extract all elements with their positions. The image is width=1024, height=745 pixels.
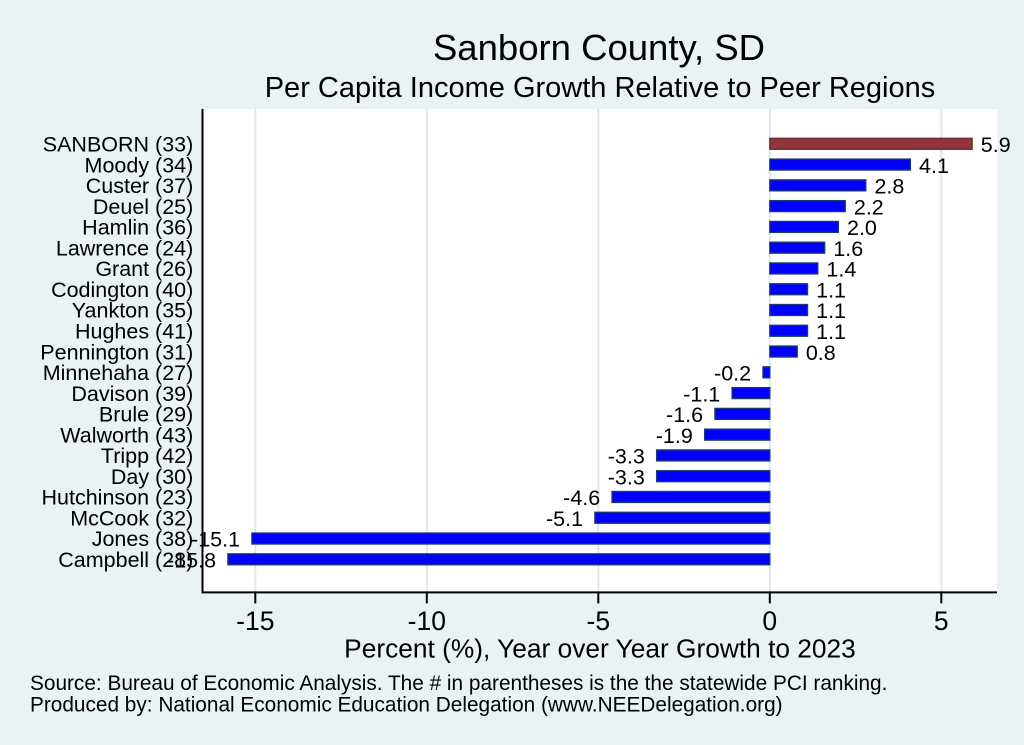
svg-text:-5.1: -5.1 xyxy=(546,507,583,531)
svg-text:Minnehaha (27): Minnehaha (27) xyxy=(43,361,194,385)
svg-text:-15.1: -15.1 xyxy=(191,528,240,552)
svg-text:1.1: 1.1 xyxy=(816,299,846,323)
svg-text:-1.9: -1.9 xyxy=(656,424,693,448)
svg-text:-1.6: -1.6 xyxy=(666,403,703,427)
svg-text:Lawrence (24): Lawrence (24) xyxy=(56,236,193,260)
svg-text:Campbell (28): Campbell (28) xyxy=(58,548,193,572)
svg-text:Day (30): Day (30) xyxy=(111,465,193,489)
svg-text:Per Capita Income Growth Relat: Per Capita Income Growth Relative to Pee… xyxy=(265,72,936,104)
svg-text:Hutchinson (23): Hutchinson (23) xyxy=(42,486,194,510)
svg-text:Yankton (35): Yankton (35) xyxy=(72,299,194,323)
svg-text:Produced by: National Economic: Produced by: National Economic Education… xyxy=(30,693,783,716)
svg-text:-5: -5 xyxy=(587,606,611,636)
svg-text:-0.2: -0.2 xyxy=(714,362,751,386)
svg-text:Tripp (42): Tripp (42) xyxy=(101,444,193,468)
svg-text:1.4: 1.4 xyxy=(826,258,856,282)
svg-text:5.9: 5.9 xyxy=(981,133,1011,157)
svg-text:Hughes (41): Hughes (41) xyxy=(75,319,193,343)
svg-text:-15.8: -15.8 xyxy=(167,549,216,573)
svg-text:0: 0 xyxy=(762,606,777,636)
svg-text:Brule (29): Brule (29) xyxy=(99,403,193,427)
svg-text:Codington (40): Codington (40) xyxy=(51,278,193,302)
svg-text:Davison (39): Davison (39) xyxy=(71,382,193,406)
svg-text:-15: -15 xyxy=(236,606,274,636)
svg-text:Grant (26): Grant (26) xyxy=(95,257,193,281)
svg-text:1.6: 1.6 xyxy=(833,237,863,261)
svg-text:2.2: 2.2 xyxy=(854,195,884,219)
svg-text:1.1: 1.1 xyxy=(816,320,846,344)
svg-text:4.1: 4.1 xyxy=(919,154,949,178)
svg-text:2.8: 2.8 xyxy=(874,175,904,199)
svg-text:-3.3: -3.3 xyxy=(608,445,645,469)
svg-text:Walworth (43): Walworth (43) xyxy=(60,423,193,447)
svg-text:Deuel (25): Deuel (25) xyxy=(93,195,193,219)
svg-text:1.1: 1.1 xyxy=(816,278,846,302)
svg-text:Sanborn County, SD: Sanborn County, SD xyxy=(433,27,765,68)
svg-text:Percent (%), Year over Year Gr: Percent (%), Year over Year Growth to 20… xyxy=(344,633,856,663)
svg-text:Source: Bureau of Economic Ana: Source: Bureau of Economic Analysis. The… xyxy=(30,672,887,695)
svg-text:-3.3: -3.3 xyxy=(608,465,645,489)
svg-text:-4.6: -4.6 xyxy=(563,486,600,510)
svg-text:Pennington (31): Pennington (31) xyxy=(40,340,193,364)
svg-text:-10: -10 xyxy=(408,606,446,636)
svg-text:Hamlin (36): Hamlin (36) xyxy=(82,216,193,240)
svg-text:McCook (32): McCook (32) xyxy=(70,506,193,530)
svg-text:-1.1: -1.1 xyxy=(683,382,720,406)
svg-text:Jones (38): Jones (38) xyxy=(92,527,194,551)
svg-text:0.8: 0.8 xyxy=(806,341,836,365)
svg-text:2.0: 2.0 xyxy=(847,216,877,240)
svg-text:5: 5 xyxy=(934,606,949,636)
svg-text:Custer (37): Custer (37) xyxy=(86,174,194,198)
svg-text:SANBORN (33): SANBORN (33) xyxy=(43,133,194,157)
svg-text:Moody (34): Moody (34) xyxy=(85,153,194,177)
